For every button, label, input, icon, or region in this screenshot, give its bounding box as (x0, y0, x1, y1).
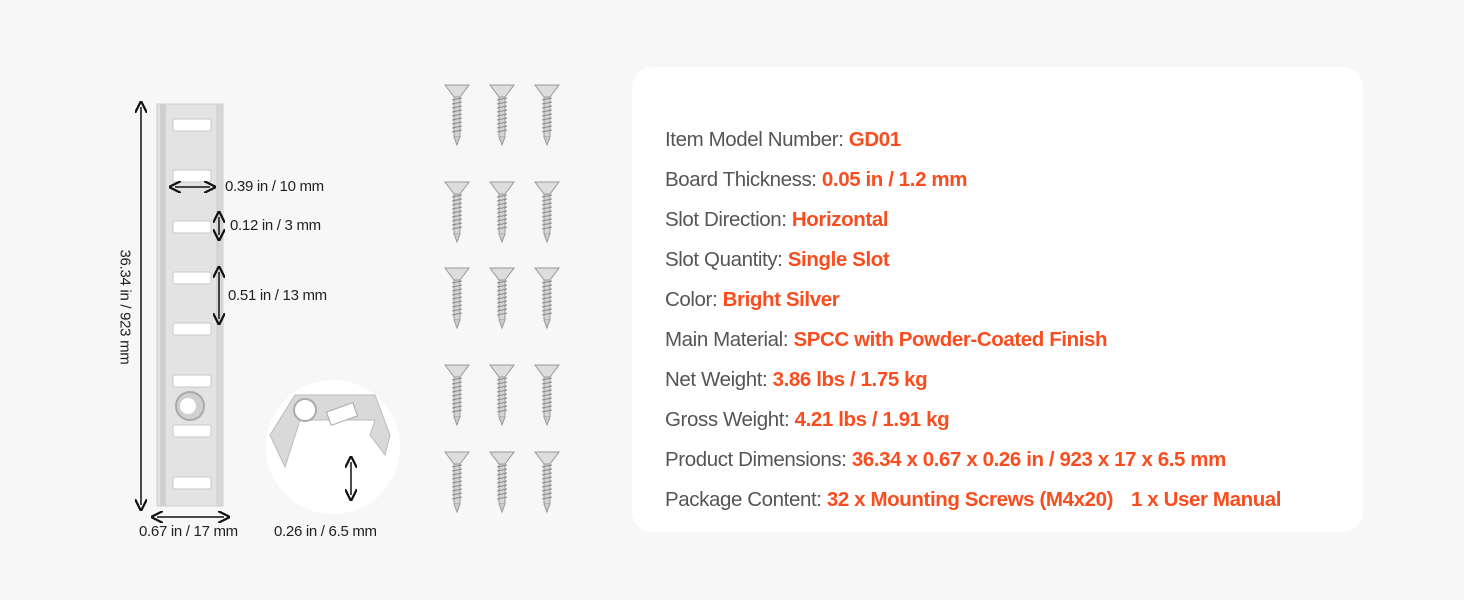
slot (172, 322, 212, 336)
slot (172, 476, 212, 490)
spec-label: Board Thickness: (665, 168, 822, 191)
slot (172, 424, 212, 438)
screw-icon (444, 451, 470, 514)
slot (172, 374, 212, 388)
spec-value: 0.05 in / 1.2 mm (821, 168, 968, 191)
spec-label: Package Content: (665, 488, 827, 511)
screw-icon (444, 364, 470, 427)
spec-line: Net Weight: 3.86 lbs / 1.75 kg (665, 368, 928, 392)
spec-value: Single Slot (787, 248, 890, 271)
rail-drawing (100, 95, 400, 555)
spec-label: Main Material: (665, 328, 794, 351)
spec-line: Item Model Number: GD01 (665, 128, 901, 152)
screw-icon (444, 181, 470, 244)
spec-label: Product Dimensions: (665, 448, 852, 471)
spec-label: Gross Weight: (665, 408, 795, 431)
slot (172, 169, 212, 183)
spec-value-2: 1 x User Manual (1131, 488, 1282, 511)
spec-label: Item Model Number: (665, 128, 849, 151)
screw-icon (534, 364, 560, 427)
slot (172, 220, 212, 234)
screw-icon (489, 364, 515, 427)
spec-line: Slot Direction: Horizontal (665, 208, 889, 232)
spec-line: Color: Bright Silver (665, 288, 840, 312)
rail-depth-label: 0.26 in / 6.5 mm (274, 523, 377, 540)
spec-label: Slot Direction: (665, 208, 792, 231)
screw-icon (534, 267, 560, 330)
screw-icon (444, 84, 470, 147)
screw-icon (444, 267, 470, 330)
spec-value: 3.86 lbs / 1.75 kg (772, 368, 928, 391)
spec-value: SPCC with Powder-Coated Finish (793, 328, 1108, 351)
spec-value: 36.34 x 0.67 x 0.26 in / 923 x 17 x 6.5 … (851, 448, 1227, 471)
spec-label: Slot Quantity: (665, 248, 788, 271)
rail (156, 103, 224, 507)
slot-pitch-label: 0.51 in / 13 mm (228, 287, 327, 304)
screws-illustration (444, 84, 560, 514)
rail-width-label: 0.67 in / 17 mm (139, 523, 238, 540)
spec-line: Main Material: SPCC with Powder-Coated F… (665, 328, 1108, 352)
screw-icon (489, 181, 515, 244)
spec-value: 32 x Mounting Screws (M4x20) (826, 488, 1114, 511)
spec-line: Product Dimensions: 36.34 x 0.67 x 0.26 … (665, 448, 1226, 472)
length-label: 36.34 in / 923 mm (116, 249, 134, 365)
screw-icon (534, 181, 560, 244)
screw-icon (489, 84, 515, 147)
screw-icon (489, 267, 515, 330)
screw-icon (534, 451, 560, 514)
spec-line: Board Thickness: 0.05 in / 1.2 mm (665, 168, 967, 192)
slot (172, 118, 212, 132)
screw-icon (534, 84, 560, 147)
spec-line: Package Content: 32 x Mounting Screws (M… (665, 488, 1282, 512)
spec-label: Color: (665, 288, 723, 311)
spec-line: Slot Quantity: Single Slot (665, 248, 890, 272)
spec-card: Item Model Number: GD01 Board Thickness: … (632, 67, 1363, 532)
spec-value: GD01 (848, 128, 901, 151)
spec-value: 4.21 lbs / 1.91 kg (794, 408, 950, 431)
slot-width-label: 0.39 in / 10 mm (225, 178, 324, 195)
spec-value: Horizontal (791, 208, 889, 231)
slot-height-label: 0.12 in / 3 mm (230, 217, 321, 234)
screw-icon (489, 451, 515, 514)
spec-value: Bright Silver (722, 288, 840, 311)
spec-line: Gross Weight: 4.21 lbs / 1.91 kg (665, 408, 950, 432)
slot (172, 271, 212, 285)
spec-label: Net Weight: (665, 368, 773, 391)
